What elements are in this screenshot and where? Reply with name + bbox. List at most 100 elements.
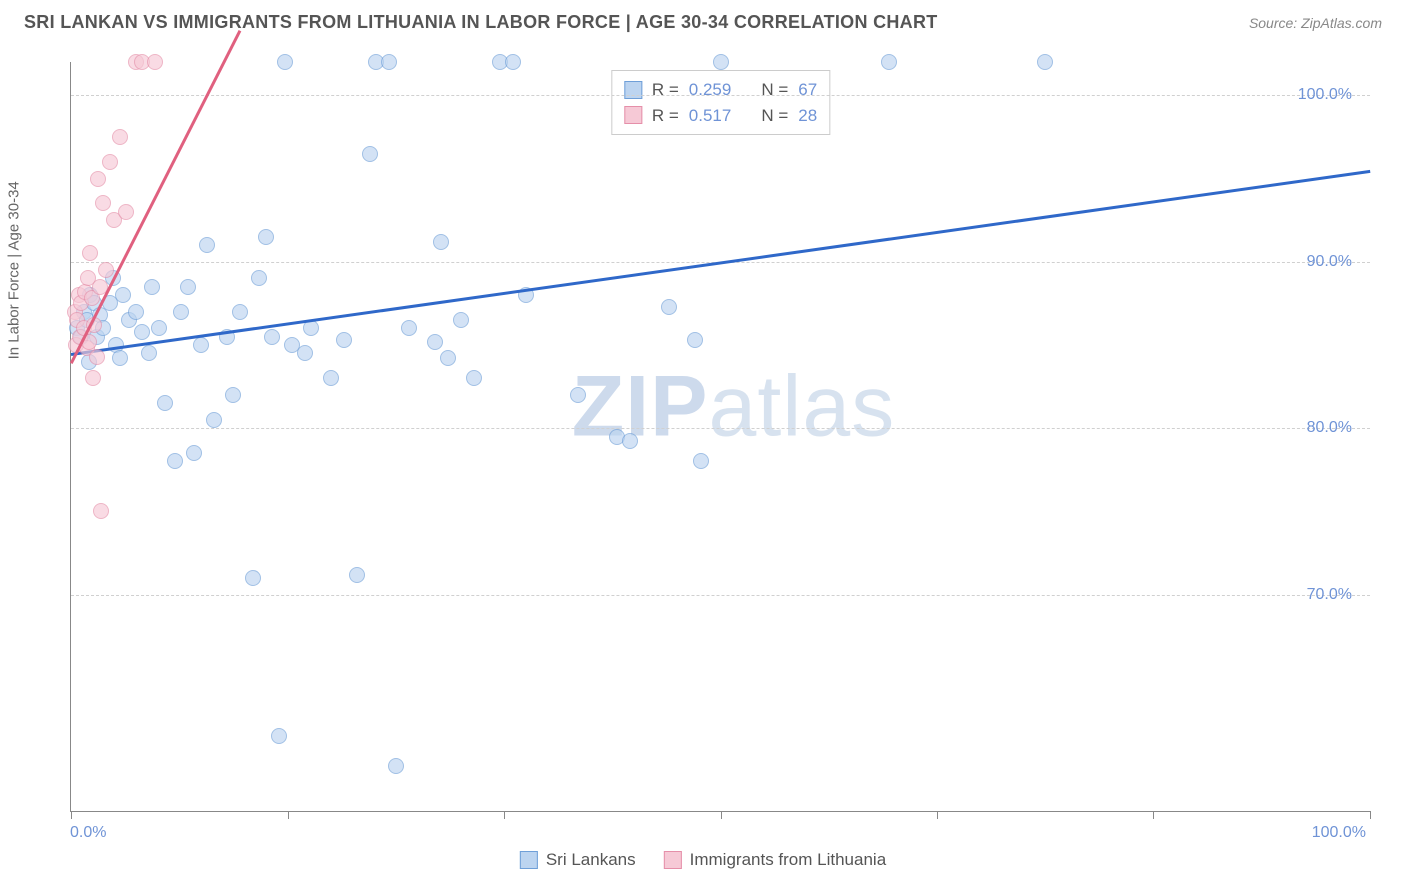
- scatter-point: [151, 320, 167, 336]
- scatter-point: [622, 433, 638, 449]
- source-label: Source: ZipAtlas.com: [1249, 15, 1382, 31]
- scatter-point: [440, 350, 456, 366]
- scatter-point: [251, 270, 267, 286]
- bottom-legend: Sri Lankans Immigrants from Lithuania: [520, 850, 886, 870]
- scatter-point: [112, 350, 128, 366]
- trend-line: [71, 170, 1370, 356]
- scatter-point: [89, 349, 105, 365]
- n-value: 28: [798, 103, 817, 129]
- x-tick: [288, 811, 289, 819]
- x-tick: [721, 811, 722, 819]
- scatter-point: [693, 453, 709, 469]
- x-tick: [1153, 811, 1154, 819]
- scatter-point: [466, 370, 482, 386]
- legend-item: Sri Lankans: [520, 850, 636, 870]
- plot-area: ZIPatlas R = 0.259 N = 67 R = 0.517 N = 28 70.0…: [70, 62, 1370, 812]
- scatter-point: [118, 204, 134, 220]
- watermark-a: ZIP: [572, 358, 709, 454]
- scatter-point: [115, 287, 131, 303]
- scatter-point: [427, 334, 443, 350]
- scatter-point: [264, 329, 280, 345]
- scatter-point: [206, 412, 222, 428]
- stats-row: R = 0.517 N = 28: [624, 103, 817, 129]
- scatter-point: [271, 728, 287, 744]
- chart-title: SRI LANKAN VS IMMIGRANTS FROM LITHUANIA …: [24, 12, 938, 33]
- x-axis-max-label: 100.0%: [1312, 824, 1366, 842]
- y-tick-label: 70.0%: [1307, 586, 1352, 604]
- scatter-point: [157, 395, 173, 411]
- scatter-point: [245, 570, 261, 586]
- scatter-point: [82, 245, 98, 261]
- scatter-point: [433, 234, 449, 250]
- scatter-point: [98, 262, 114, 278]
- scatter-point: [661, 299, 677, 315]
- n-label: N =: [761, 77, 788, 103]
- scatter-point: [336, 332, 352, 348]
- x-tick: [937, 811, 938, 819]
- scatter-point: [180, 279, 196, 295]
- scatter-point: [349, 567, 365, 583]
- r-label: R =: [652, 103, 679, 129]
- scatter-point: [881, 54, 897, 70]
- legend-swatch: [624, 106, 642, 124]
- x-tick: [504, 811, 505, 819]
- scatter-point: [112, 129, 128, 145]
- chart-header: SRI LANKAN VS IMMIGRANTS FROM LITHUANIA …: [0, 0, 1406, 41]
- y-axis-label: In Labor Force | Age 30-34: [6, 181, 23, 359]
- n-value: 67: [798, 77, 817, 103]
- scatter-point: [381, 54, 397, 70]
- legend-swatch: [664, 851, 682, 869]
- legend-label: Sri Lankans: [546, 850, 636, 870]
- trend-line: [70, 29, 241, 363]
- gridline: [71, 95, 1370, 96]
- legend-swatch: [520, 851, 538, 869]
- scatter-point: [186, 445, 202, 461]
- scatter-point: [85, 370, 101, 386]
- scatter-point: [173, 304, 189, 320]
- scatter-point: [1037, 54, 1053, 70]
- scatter-point: [687, 332, 703, 348]
- r-value: 0.259: [689, 77, 732, 103]
- chart-container: In Labor Force | Age 30-34 ZIPatlas R =0…: [24, 48, 1382, 832]
- scatter-point: [199, 237, 215, 253]
- scatter-point: [102, 154, 118, 170]
- x-tick: [1370, 811, 1371, 819]
- scatter-point: [225, 387, 241, 403]
- legend-item: Immigrants from Lithuania: [664, 850, 887, 870]
- scatter-point: [193, 337, 209, 353]
- scatter-point: [388, 758, 404, 774]
- gridline: [71, 595, 1370, 596]
- stats-legend-box: R = 0.259 N = 67 R = 0.517 N = 28: [611, 70, 830, 135]
- scatter-point: [570, 387, 586, 403]
- scatter-point: [134, 324, 150, 340]
- gridline: [71, 428, 1370, 429]
- x-tick: [71, 811, 72, 819]
- scatter-point: [453, 312, 469, 328]
- scatter-point: [303, 320, 319, 336]
- scatter-point: [144, 279, 160, 295]
- scatter-point: [147, 54, 163, 70]
- scatter-point: [90, 171, 106, 187]
- scatter-point: [401, 320, 417, 336]
- scatter-point: [258, 229, 274, 245]
- scatter-point: [93, 503, 109, 519]
- scatter-point: [362, 146, 378, 162]
- scatter-point: [277, 54, 293, 70]
- x-axis-min-label: 0.0%: [70, 824, 106, 842]
- scatter-point: [128, 304, 144, 320]
- n-label: N =: [761, 103, 788, 129]
- scatter-point: [141, 345, 157, 361]
- stats-row: R = 0.259 N = 67: [624, 77, 817, 103]
- y-tick-label: 80.0%: [1307, 419, 1352, 437]
- watermark-b: atlas: [709, 358, 896, 454]
- r-value: 0.517: [689, 103, 732, 129]
- scatter-point: [505, 54, 521, 70]
- scatter-point: [297, 345, 313, 361]
- scatter-point: [323, 370, 339, 386]
- scatter-point: [167, 453, 183, 469]
- scatter-point: [95, 195, 111, 211]
- r-label: R =: [652, 77, 679, 103]
- legend-label: Immigrants from Lithuania: [690, 850, 887, 870]
- scatter-point: [232, 304, 248, 320]
- y-tick-label: 100.0%: [1298, 86, 1352, 104]
